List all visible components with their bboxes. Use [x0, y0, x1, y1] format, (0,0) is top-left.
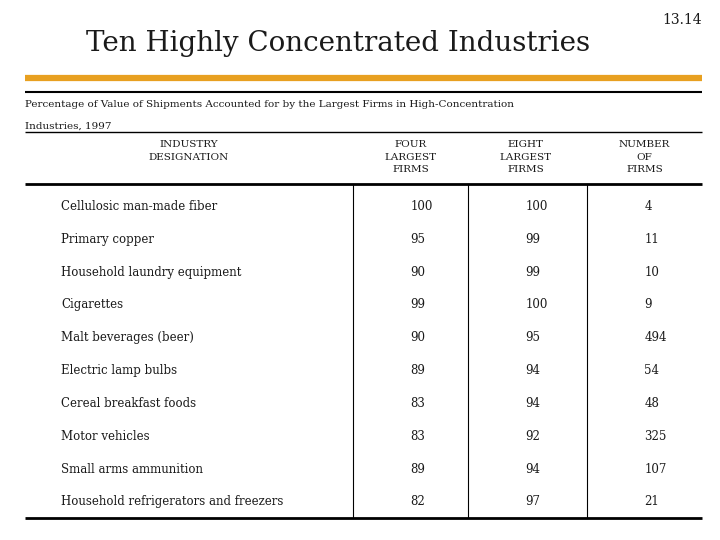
Text: 94: 94 — [526, 463, 541, 476]
Text: 9: 9 — [644, 299, 652, 312]
Text: 92: 92 — [526, 430, 541, 443]
Text: 97: 97 — [526, 496, 541, 509]
Text: 95: 95 — [410, 233, 426, 246]
Text: INDUSTRY
DESIGNATION: INDUSTRY DESIGNATION — [149, 140, 229, 162]
Text: 107: 107 — [644, 463, 667, 476]
Text: Motor vehicles: Motor vehicles — [61, 430, 150, 443]
Text: 100: 100 — [526, 200, 548, 213]
Text: Household refrigerators and freezers: Household refrigerators and freezers — [61, 496, 284, 509]
Text: 99: 99 — [526, 266, 541, 279]
Text: Electric lamp bulbs: Electric lamp bulbs — [61, 364, 177, 377]
Text: Malt beverages (beer): Malt beverages (beer) — [61, 332, 194, 345]
Text: 89: 89 — [410, 463, 426, 476]
Text: 4: 4 — [644, 200, 652, 213]
Text: 100: 100 — [410, 200, 433, 213]
Text: 89: 89 — [410, 364, 426, 377]
Text: Cellulosic man-made fiber: Cellulosic man-made fiber — [61, 200, 217, 213]
Text: 100: 100 — [526, 299, 548, 312]
Text: 90: 90 — [410, 266, 426, 279]
Text: Cereal breakfast foods: Cereal breakfast foods — [61, 397, 197, 410]
Text: 21: 21 — [644, 496, 659, 509]
Text: 90: 90 — [410, 332, 426, 345]
Text: 94: 94 — [526, 364, 541, 377]
Text: EIGHT
LARGEST
FIRMS: EIGHT LARGEST FIRMS — [500, 140, 552, 174]
Text: 494: 494 — [644, 332, 667, 345]
Text: 11: 11 — [644, 233, 659, 246]
Text: 83: 83 — [410, 430, 426, 443]
Text: 99: 99 — [526, 233, 541, 246]
Text: 10: 10 — [644, 266, 660, 279]
Text: 99: 99 — [410, 299, 426, 312]
Text: 95: 95 — [526, 332, 541, 345]
Text: Cigarettes: Cigarettes — [61, 299, 123, 312]
Text: 325: 325 — [644, 430, 667, 443]
Text: 48: 48 — [644, 397, 660, 410]
Text: 94: 94 — [526, 397, 541, 410]
Text: 13.14: 13.14 — [662, 14, 702, 28]
Text: 54: 54 — [644, 364, 660, 377]
Text: 82: 82 — [410, 496, 425, 509]
Text: Small arms ammunition: Small arms ammunition — [61, 463, 203, 476]
Text: Primary copper: Primary copper — [61, 233, 154, 246]
Text: Household laundry equipment: Household laundry equipment — [61, 266, 242, 279]
Text: 83: 83 — [410, 397, 426, 410]
Text: Ten Highly Concentrated Industries: Ten Highly Concentrated Industries — [86, 30, 590, 57]
Text: NUMBER
OF
FIRMS: NUMBER OF FIRMS — [618, 140, 670, 174]
Text: FOUR
LARGEST
FIRMS: FOUR LARGEST FIRMS — [384, 140, 436, 174]
Text: Industries, 1997: Industries, 1997 — [25, 122, 112, 131]
Text: Percentage of Value of Shipments Accounted for by the Largest Firms in High-Conc: Percentage of Value of Shipments Account… — [25, 100, 514, 109]
